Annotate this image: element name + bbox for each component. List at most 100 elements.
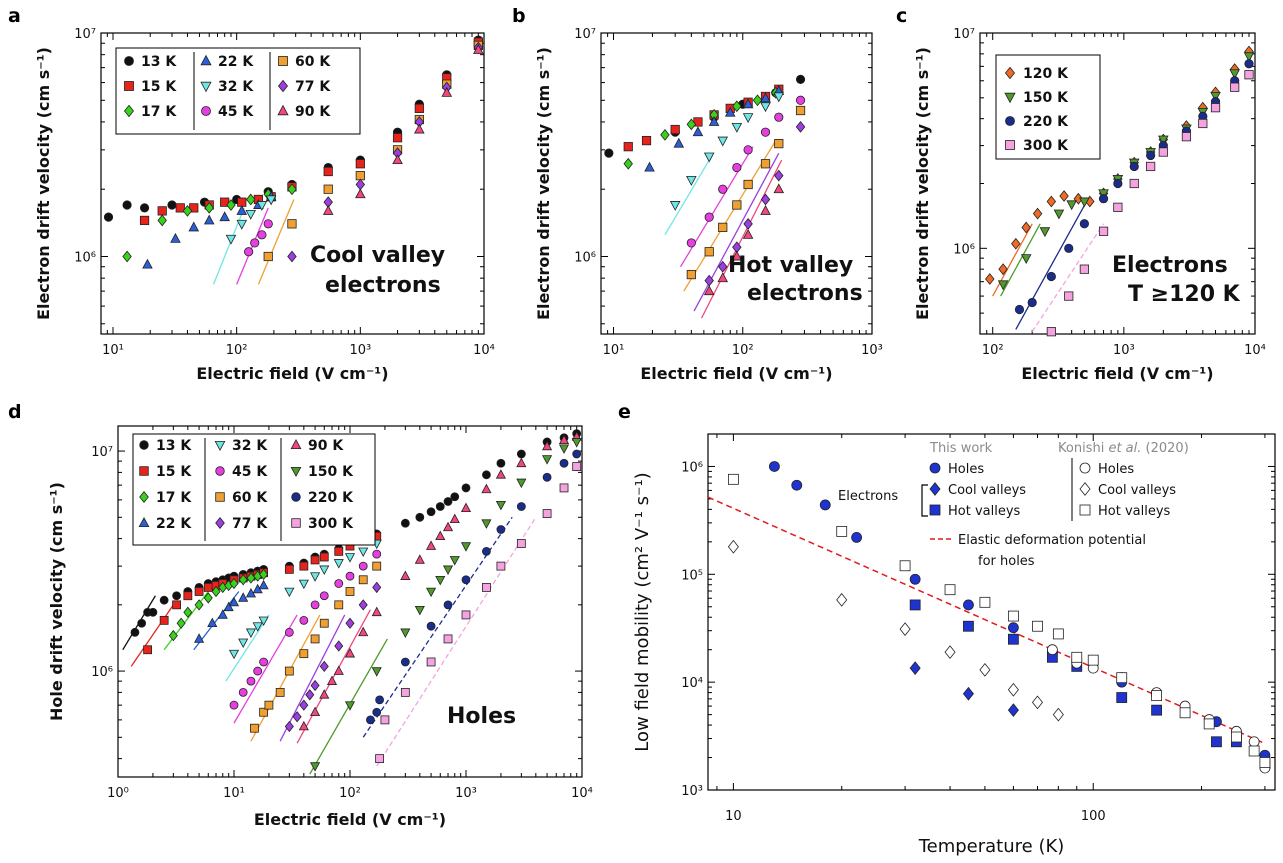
data-point [225, 234, 237, 245]
data-point [284, 627, 294, 637]
data-point [358, 575, 368, 585]
data-point [704, 212, 714, 222]
data-point [194, 587, 204, 596]
data-point [760, 102, 771, 113]
fit-line [707, 496, 1266, 745]
data-point [795, 95, 806, 105]
annotation: Holes [447, 704, 516, 729]
data-point [686, 175, 697, 186]
data-point [226, 199, 236, 211]
data-point [1064, 291, 1074, 301]
data-point [323, 166, 333, 177]
data-point [836, 525, 848, 537]
data-point [229, 700, 239, 710]
plot-frame [100, 32, 485, 335]
data-point [1129, 161, 1139, 172]
data-point [773, 183, 785, 194]
data-point [246, 676, 256, 686]
legend-marker [215, 516, 225, 530]
data-point [252, 622, 263, 632]
data-point [170, 232, 181, 243]
legend-label: for holes [978, 554, 1035, 569]
data-point [791, 479, 803, 491]
panel-letter-c: c [896, 5, 907, 27]
data-point [1210, 103, 1221, 113]
data-point [1151, 690, 1162, 702]
legend-marker [200, 54, 212, 66]
data-point [1146, 150, 1156, 161]
data-point [718, 184, 728, 194]
data-point [1021, 221, 1031, 234]
data-point [1098, 189, 1109, 200]
legend-marker [1005, 116, 1015, 126]
legend-label: 15 K [141, 79, 177, 95]
data-point [482, 546, 491, 556]
data-point [372, 549, 382, 559]
data-point [310, 762, 321, 772]
data-point [258, 579, 269, 590]
legend-label: 17 K [156, 490, 192, 506]
data-point [358, 561, 368, 571]
x-axis-label: Temperature (K) [918, 836, 1065, 857]
data-point [732, 100, 742, 113]
data-point [1032, 207, 1043, 220]
data-point [345, 617, 355, 629]
y-axis-label: Electron drift velocity (cm s⁻¹) [534, 47, 553, 320]
x-tick-label: 10² [732, 343, 754, 358]
y-tick-label: 10⁶ [681, 460, 703, 475]
data-point [1210, 91, 1221, 102]
data-point [623, 157, 633, 170]
legend-label: 17 K [141, 104, 177, 120]
data-point [299, 699, 309, 711]
data-point [299, 649, 309, 659]
data-point [774, 138, 784, 149]
data-point [718, 260, 728, 273]
x-tick-label: 10⁴ [473, 343, 495, 358]
data-point [1046, 195, 1057, 208]
data-point [669, 201, 681, 211]
data-point [1231, 731, 1242, 743]
x-tick-label: 10² [226, 343, 248, 358]
x-axis-label: Electric field (V cm⁻¹) [1021, 364, 1213, 383]
fit-line [130, 604, 174, 667]
data-point [167, 200, 177, 210]
data-point [998, 263, 1008, 276]
legend-title: Konishi et al. (2020) [1058, 441, 1189, 456]
data-point [143, 645, 153, 655]
legend-c: 120 K 150 K 220 K 300 K [995, 54, 1101, 160]
x-tick-label: 10³ [861, 343, 883, 358]
data-point [259, 707, 269, 717]
data-point [742, 113, 754, 124]
data-point [299, 615, 309, 625]
x-tick-label: 10¹ [223, 786, 245, 801]
legend-e: This work Konishi et al. (2020) Holes Holes… [838, 441, 1189, 569]
data-point [742, 98, 754, 109]
data-point [461, 575, 471, 585]
legend-bracket [921, 484, 928, 517]
data-point [944, 645, 956, 659]
data-point [495, 500, 506, 511]
legend-label: Holes [948, 462, 984, 477]
data-point [334, 640, 344, 652]
data-point [159, 595, 169, 605]
data-point [1158, 147, 1168, 157]
data-point [372, 561, 382, 571]
data-point [752, 94, 763, 107]
legend-label: 60 K [232, 490, 268, 506]
legend-marker [139, 490, 149, 504]
data-point [449, 513, 460, 524]
x-tick-label: 10¹ [102, 343, 124, 358]
data-point [768, 461, 780, 472]
legend-marker [215, 492, 225, 502]
data-point [157, 214, 167, 227]
data-point [1011, 237, 1021, 250]
data-point [1027, 297, 1037, 308]
data-point [1008, 633, 1019, 645]
data-point [426, 621, 436, 631]
panel-letter-b: b [512, 5, 526, 27]
fit-line [700, 159, 783, 319]
data-point [1008, 622, 1019, 634]
fit-line [1015, 201, 1088, 330]
data-point [1039, 227, 1051, 238]
data-point [795, 74, 806, 84]
